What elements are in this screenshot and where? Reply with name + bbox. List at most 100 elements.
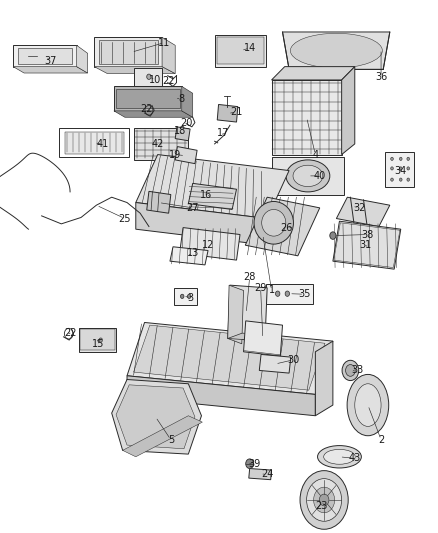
Ellipse shape bbox=[286, 160, 330, 192]
Polygon shape bbox=[385, 152, 414, 187]
Polygon shape bbox=[94, 37, 162, 67]
Polygon shape bbox=[77, 45, 88, 73]
Ellipse shape bbox=[291, 224, 296, 231]
Text: 40: 40 bbox=[314, 171, 326, 181]
Polygon shape bbox=[114, 111, 193, 117]
Polygon shape bbox=[112, 379, 201, 454]
Polygon shape bbox=[127, 322, 333, 394]
Ellipse shape bbox=[261, 209, 286, 236]
Text: 14: 14 bbox=[244, 43, 256, 53]
Polygon shape bbox=[79, 328, 116, 352]
Text: 37: 37 bbox=[44, 56, 57, 66]
Text: 43: 43 bbox=[349, 454, 361, 463]
Ellipse shape bbox=[330, 232, 336, 239]
Ellipse shape bbox=[314, 487, 335, 513]
Ellipse shape bbox=[318, 446, 361, 468]
Text: 8: 8 bbox=[179, 94, 185, 103]
Polygon shape bbox=[259, 354, 291, 373]
Polygon shape bbox=[272, 80, 342, 155]
Text: 25: 25 bbox=[119, 214, 131, 223]
Polygon shape bbox=[245, 197, 320, 256]
Text: 5: 5 bbox=[168, 435, 174, 445]
Text: 38: 38 bbox=[362, 230, 374, 239]
Text: 42: 42 bbox=[152, 139, 164, 149]
Polygon shape bbox=[228, 285, 267, 341]
Ellipse shape bbox=[324, 449, 355, 464]
Ellipse shape bbox=[391, 178, 393, 181]
Text: 28: 28 bbox=[244, 272, 256, 282]
Polygon shape bbox=[127, 376, 315, 416]
Text: 2: 2 bbox=[378, 435, 384, 445]
Polygon shape bbox=[80, 329, 115, 350]
Polygon shape bbox=[182, 86, 193, 117]
Ellipse shape bbox=[285, 291, 290, 296]
Ellipse shape bbox=[246, 459, 254, 469]
Ellipse shape bbox=[307, 479, 342, 521]
Text: 10: 10 bbox=[149, 75, 162, 85]
Polygon shape bbox=[228, 333, 279, 341]
Text: 24: 24 bbox=[261, 470, 273, 479]
Ellipse shape bbox=[407, 157, 410, 160]
Ellipse shape bbox=[407, 167, 410, 170]
Polygon shape bbox=[272, 67, 355, 80]
Polygon shape bbox=[99, 40, 158, 64]
Ellipse shape bbox=[290, 33, 382, 68]
Text: 31: 31 bbox=[360, 240, 372, 250]
Ellipse shape bbox=[355, 384, 381, 426]
Polygon shape bbox=[244, 321, 283, 356]
Polygon shape bbox=[114, 86, 182, 111]
Text: 20: 20 bbox=[180, 118, 192, 127]
Text: 4: 4 bbox=[312, 150, 318, 159]
Text: 3: 3 bbox=[187, 294, 194, 303]
Text: 13: 13 bbox=[187, 248, 199, 258]
Polygon shape bbox=[18, 48, 72, 64]
Polygon shape bbox=[217, 104, 238, 122]
Ellipse shape bbox=[319, 494, 329, 506]
Text: 35: 35 bbox=[298, 289, 311, 299]
Ellipse shape bbox=[399, 178, 402, 181]
Polygon shape bbox=[333, 221, 401, 269]
Text: 18: 18 bbox=[173, 126, 186, 135]
Ellipse shape bbox=[399, 157, 402, 160]
Text: 36: 36 bbox=[375, 72, 387, 82]
Text: 17: 17 bbox=[217, 128, 230, 138]
Polygon shape bbox=[175, 147, 197, 164]
Ellipse shape bbox=[147, 74, 151, 79]
Ellipse shape bbox=[407, 178, 410, 181]
Text: 39: 39 bbox=[248, 459, 260, 469]
Polygon shape bbox=[13, 45, 77, 67]
Text: 41: 41 bbox=[97, 139, 109, 149]
Polygon shape bbox=[336, 197, 390, 227]
Polygon shape bbox=[228, 285, 244, 344]
Text: 26: 26 bbox=[281, 223, 293, 232]
Polygon shape bbox=[162, 37, 175, 74]
Polygon shape bbox=[283, 32, 390, 69]
Ellipse shape bbox=[391, 167, 393, 170]
Polygon shape bbox=[13, 67, 88, 73]
Polygon shape bbox=[134, 325, 325, 390]
Text: 15: 15 bbox=[92, 339, 105, 349]
Polygon shape bbox=[272, 157, 344, 195]
Ellipse shape bbox=[180, 294, 184, 298]
Polygon shape bbox=[136, 155, 289, 219]
Ellipse shape bbox=[300, 471, 348, 529]
Text: 22: 22 bbox=[141, 104, 153, 114]
Text: 34: 34 bbox=[395, 166, 407, 175]
Polygon shape bbox=[147, 191, 171, 213]
Text: 22: 22 bbox=[162, 76, 175, 86]
Text: 33: 33 bbox=[351, 366, 363, 375]
Text: 22: 22 bbox=[64, 328, 76, 338]
Polygon shape bbox=[116, 89, 180, 108]
Polygon shape bbox=[249, 469, 272, 480]
Polygon shape bbox=[175, 127, 190, 141]
Text: 23: 23 bbox=[316, 502, 328, 511]
Ellipse shape bbox=[276, 291, 280, 296]
Text: 12: 12 bbox=[202, 240, 214, 250]
Ellipse shape bbox=[187, 294, 191, 298]
Polygon shape bbox=[266, 284, 313, 304]
Polygon shape bbox=[94, 67, 175, 74]
Ellipse shape bbox=[391, 157, 393, 160]
Ellipse shape bbox=[399, 167, 402, 170]
Text: 16: 16 bbox=[200, 190, 212, 199]
Polygon shape bbox=[342, 67, 355, 155]
